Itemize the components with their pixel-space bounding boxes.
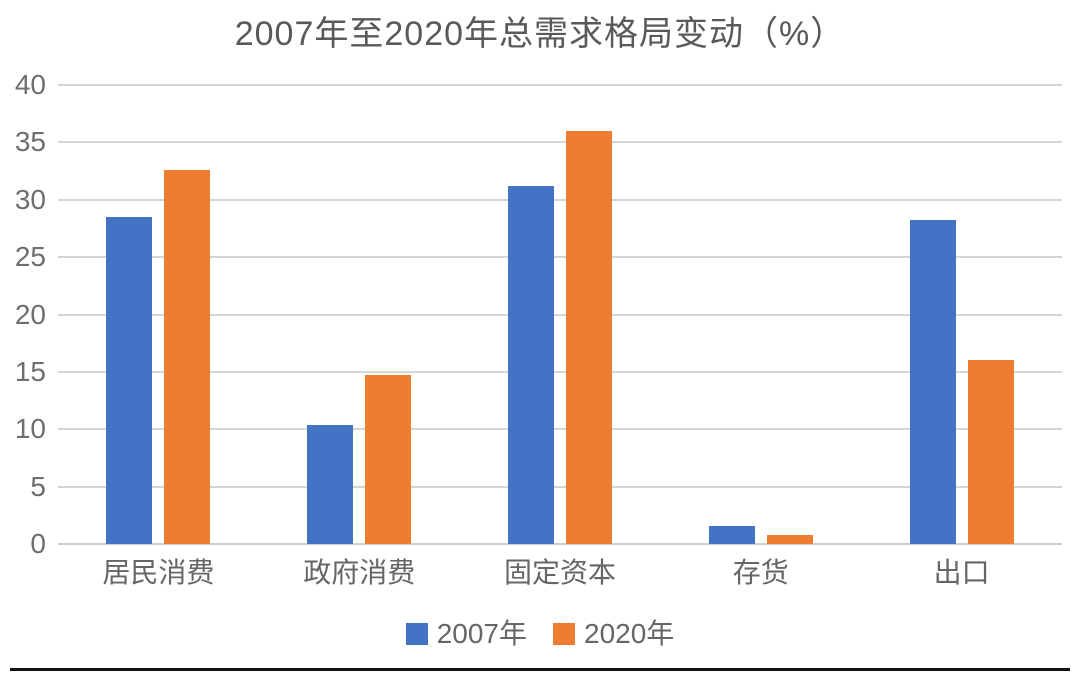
bar-2020年-存货	[766, 534, 813, 544]
bars-layer	[58, 85, 1062, 544]
category-group-政府消费	[259, 85, 460, 544]
category-group-存货	[660, 85, 861, 544]
legend-label-2020年: 2020年	[584, 618, 675, 649]
y-axis: 0 5 10 15 20 25 30 35 40	[0, 71, 46, 558]
gridline-15	[58, 370, 1062, 373]
bar-2020年-政府消费	[365, 375, 412, 544]
gridline-5	[58, 485, 1062, 488]
y-tick-label-10: 10	[14, 413, 46, 445]
legend-item-2007年: 2007年	[405, 618, 527, 649]
y-tick-label-30: 30	[14, 183, 46, 215]
gridline-10	[58, 428, 1062, 431]
x-axis-label-存货: 存货	[732, 557, 789, 588]
y-tick-label-25: 25	[14, 241, 46, 273]
category-group-固定资本	[460, 85, 661, 544]
y-tick-label-15: 15	[14, 355, 46, 387]
legend: 2007年 2020年	[0, 620, 1080, 648]
x-axis-baseline	[58, 543, 1062, 545]
y-tick-label-0: 0	[30, 528, 46, 559]
x-axis-label-居民消费: 居民消费	[102, 557, 215, 588]
bar-2007年-政府消费	[307, 424, 354, 544]
bottom-divider-line	[10, 668, 1070, 671]
x-axis-label-出口: 出口	[933, 557, 990, 588]
bar-2007年-存货	[708, 525, 755, 544]
legend-swatch-2020年	[553, 623, 575, 645]
bar-2020年-出口	[967, 360, 1014, 544]
legend-label-2007年: 2007年	[436, 618, 527, 649]
bar-2020年-固定资本	[565, 130, 612, 544]
gridline-35	[58, 141, 1062, 144]
y-tick-label-5: 5	[30, 470, 46, 502]
plot-area	[58, 84, 1062, 545]
gridline-30	[58, 198, 1062, 201]
x-axis-label-政府消费: 政府消费	[303, 557, 416, 588]
bar-2007年-居民消费	[106, 216, 153, 544]
bar-2020年-居民消费	[164, 169, 211, 544]
x-axis: 居民消费 政府消费 固定资本 存货 出口	[58, 556, 1062, 590]
category-group-出口	[861, 85, 1062, 544]
legend-swatch-2007年	[405, 623, 428, 645]
gridline-25	[58, 256, 1062, 259]
category-group-居民消费	[58, 85, 259, 544]
bar-2007年-出口	[909, 220, 956, 544]
y-tick-label-20: 20	[14, 298, 46, 330]
legend-item-2020年: 2020年	[553, 620, 674, 648]
y-tick-label-40: 40	[14, 69, 46, 100]
gridline-40	[58, 84, 1062, 86]
chart-title: 2007年至2020年总需求格局变动（%）	[234, 15, 846, 53]
bar-2007年-固定资本	[507, 185, 554, 544]
y-tick-label-35: 35	[14, 126, 46, 158]
gridline-20	[58, 313, 1062, 316]
x-axis-label-固定资本: 固定资本	[503, 557, 616, 588]
